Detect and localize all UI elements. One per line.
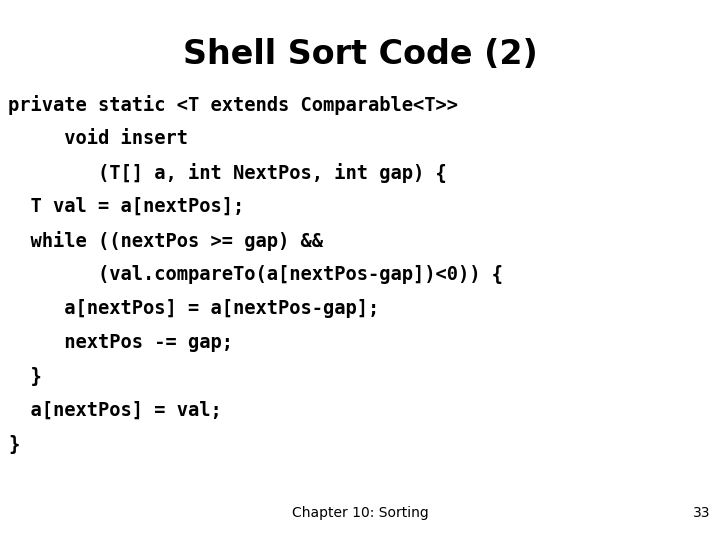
Text: Shell Sort Code (2): Shell Sort Code (2) [183,38,537,71]
Text: }: } [8,367,42,386]
Text: Chapter 10: Sorting: Chapter 10: Sorting [292,506,428,520]
Text: void insert: void insert [8,129,188,148]
Text: private static <T extends Comparable<T>>: private static <T extends Comparable<T>> [8,95,458,115]
Text: (val.compareTo(a[nextPos-gap])<0)) {: (val.compareTo(a[nextPos-gap])<0)) { [8,265,503,284]
Text: T val = a[nextPos];: T val = a[nextPos]; [8,197,244,216]
Text: a[nextPos] = val;: a[nextPos] = val; [8,401,222,420]
Text: nextPos -= gap;: nextPos -= gap; [8,333,233,352]
Text: }: } [8,435,19,454]
Text: while ((nextPos >= gap) &&: while ((nextPos >= gap) && [8,231,323,251]
Text: 33: 33 [693,506,710,520]
Text: a[nextPos] = a[nextPos-gap];: a[nextPos] = a[nextPos-gap]; [8,299,379,318]
Text: (T[] a, int NextPos, int gap) {: (T[] a, int NextPos, int gap) { [8,163,446,183]
